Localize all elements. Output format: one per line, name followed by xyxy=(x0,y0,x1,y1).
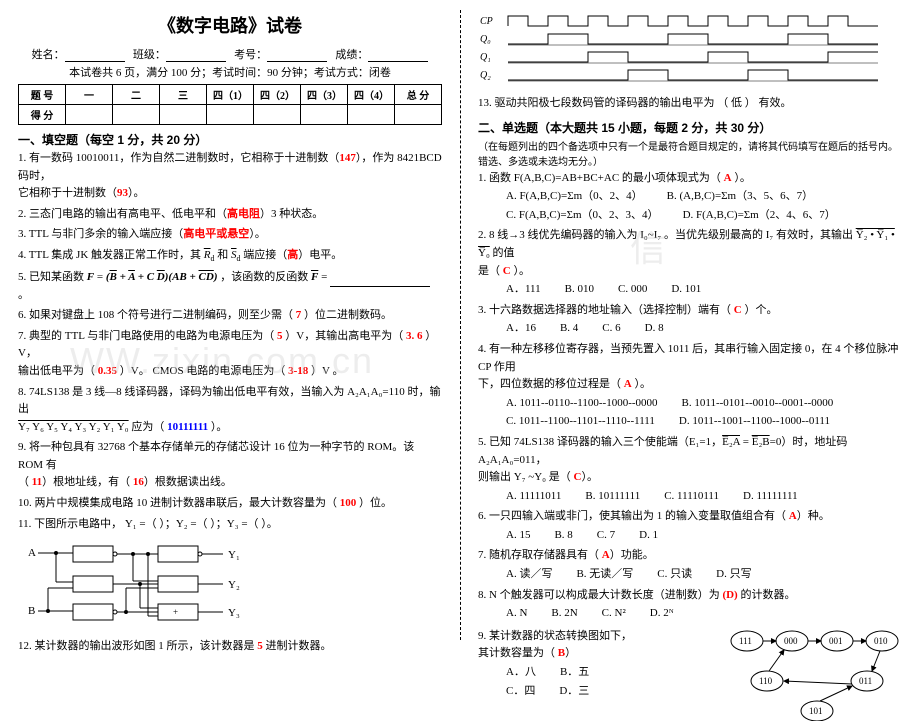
svg-text:010: 010 xyxy=(874,636,888,646)
section-2-note: （在每题列出的四个备选项中只有一个是最符合题目规定的，请将其代码填写在题后的括号… xyxy=(478,138,902,168)
q10: 10. 两片中规模集成电路 10 进制计数器串联后，最大计数容量为（ 100 ）… xyxy=(18,495,442,513)
svg-text:CP: CP xyxy=(480,16,493,27)
exam-title: 《数字电路》试卷 xyxy=(18,12,442,38)
mc-q8: 8. N 个触发器可以构成最大计数长度（进制数）为 (D) 的计数器。 A. N… xyxy=(478,587,902,623)
table-row: 得 分 xyxy=(19,105,442,125)
mc-q5: 5. 已知 74LS138 译码器的输入三个使能端（E₁=1，E̅₂A = E̅… xyxy=(478,434,902,505)
class-blank xyxy=(166,49,226,62)
circuit-diagram: A B + xyxy=(18,536,442,636)
q3: 3. TTL 与非门多余的输入端应接（高电平或悬空）。 xyxy=(18,226,442,244)
svg-text:Q₁: Q₁ xyxy=(480,52,491,63)
score-table: 题 号 一 二 三 四（1） 四（2） 四（3） 四（4） 总 分 得 分 xyxy=(18,84,442,125)
mc-q3: 3. 十六路数据选择器的地址输入（选择控制）端有（ C ）个。 A．16 B. … xyxy=(478,302,902,338)
circuit-svg: A B + xyxy=(18,536,248,636)
svg-text:011: 011 xyxy=(859,676,872,686)
section-1-heading: 一、填空题（每空 1 分，共 20 分） xyxy=(18,131,442,148)
q4: 4. TTL 集成 JK 触发器正常工作时，其 Rd 和 Sd 端应接（高）电平… xyxy=(18,247,442,266)
q7: 7. 典型的 TTL 与非门电路使用的电路为电源电压为（ 5 ）V，其输出高电平… xyxy=(18,328,442,381)
q8: 8. 74LS138 是 3 线—8 线译码器，译码为输出低电平有效，当输入为 … xyxy=(18,384,442,437)
q9: 9. 将一种包具有 32768 个基本存储单元的存储芯设计 16 位为一种字节的… xyxy=(18,439,442,492)
svg-text:101: 101 xyxy=(809,706,823,716)
svg-text:Q₂: Q₂ xyxy=(480,70,491,81)
mc-q9-wrap: 9. 某计数器的状态转换图如下， 其计数容量为（ B） A．八B．五 C．四D．… xyxy=(478,626,902,721)
mc-q9: 9. 某计数器的状态转换图如下， 其计数容量为（ B） A．八B．五 C．四D．… xyxy=(478,628,714,700)
q12: 12. 某计数器的输出波形如图 1 所示，该计数器是 5 进制计数器。 xyxy=(18,638,442,656)
svg-text:111: 111 xyxy=(739,636,752,646)
class-label: 班级： xyxy=(133,49,166,61)
section-2-heading: 二、单选题（本大题共 15 小题，每题 2 分，共 30 分） xyxy=(478,119,902,136)
q11: 11. 下图所示电路中， Y₁ =（ ）；Y₂ =（ ）；Y₃ =（ ）。 xyxy=(18,516,442,534)
label-A: A xyxy=(28,547,36,559)
svg-text:001: 001 xyxy=(829,636,843,646)
examno-label: 考号： xyxy=(234,49,267,61)
timing-svg: CP Q₀ Q₁ Q₂ xyxy=(478,12,888,87)
state-diagram: 111 000 001 010 110 011 101 xyxy=(722,626,902,721)
meta-fields: 姓名： 班级： 考号： 成绩： xyxy=(18,46,442,62)
right-column: CP Q₀ Q₁ Q₂ 13. 驱动共阳极七段数码管的译码器的输出电平为 （ 低… xyxy=(460,0,920,650)
score-blank xyxy=(368,49,428,62)
timing-diagram: CP Q₀ Q₁ Q₂ xyxy=(478,8,902,93)
svg-text:+: + xyxy=(173,607,178,617)
q5-blank xyxy=(330,274,430,287)
examno-blank xyxy=(267,49,327,62)
name-label: 姓名： xyxy=(32,49,65,61)
score-label: 成绩： xyxy=(335,49,368,61)
svg-text:Y₃: Y₃ xyxy=(228,607,240,619)
q2: 2. 三态门电路的输出有高电平、低电平和（高电阻）3 种状态。 xyxy=(18,206,442,224)
q13: 13. 驱动共阳极七段数码管的译码器的输出电平为 （ 低 ） 有效。 xyxy=(478,95,902,113)
exam-info: 本试卷共 6 页，满分 100 分；考试时间：90 分钟；考试方式：闭卷 xyxy=(18,64,442,80)
svg-text:Y₂: Y₂ xyxy=(228,579,240,591)
label-B: B xyxy=(28,605,35,617)
mc-q7: 7. 随机存取存储器具有（ A）功能。 A. 读／写 B. 无读／写 C. 只读… xyxy=(478,547,902,583)
svg-text:110: 110 xyxy=(759,676,773,686)
q1: 1. 有一数码 10010011，作为自然二进制数时，它相称于十进制数（147）… xyxy=(18,150,442,203)
mc-q4: 4. 有一种左移移位寄存器，当预先置入 1011 后，其串行输入固定接 0，在 … xyxy=(478,341,902,431)
mc-q1: 1. 函数 F(A,B,C)=AB+BC+AC 的最小项体现式为（ A ）。 A… xyxy=(478,170,902,225)
q6: 6. 如果对键盘上 108 个符号进行二进制编码，则至少需（ 7 ）位二进制数码… xyxy=(18,307,442,325)
state-svg: 111 000 001 010 110 011 101 xyxy=(722,626,902,721)
mc-q6: 6. 一只四输入端或非门，使其输出为 1 的输入变量取值组合有（ A）种。 A.… xyxy=(478,508,902,544)
table-row: 题 号 一 二 三 四（1） 四（2） 四（3） 四（4） 总 分 xyxy=(19,85,442,105)
left-column: 《数字电路》试卷 姓名： 班级： 考号： 成绩： 本试卷共 6 页，满分 100… xyxy=(0,0,460,650)
svg-text:000: 000 xyxy=(784,636,798,646)
mc-q2: 2. 8 线→3 线优先编码器的输入为 I₀~I₇ 。当优先级别最高的 I₇ 有… xyxy=(478,227,902,298)
svg-text:Y₁: Y₁ xyxy=(228,549,240,561)
q5: 5. 已知某函数 F = (B + A + C D)(AB + CD) ，该函数… xyxy=(18,269,442,304)
svg-text:Q₀: Q₀ xyxy=(480,34,491,45)
name-blank xyxy=(65,49,125,62)
